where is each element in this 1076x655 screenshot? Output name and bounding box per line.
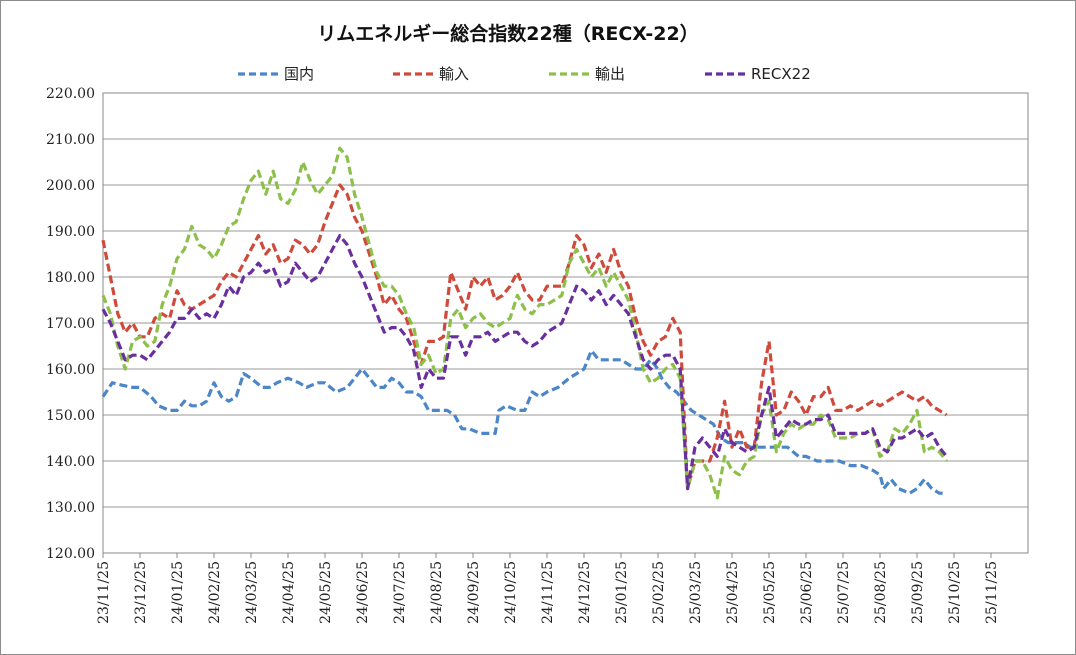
x-tick-label: 24/07/25 <box>392 561 408 624</box>
x-tick-label: 25/09/25 <box>910 561 926 624</box>
y-tick-label: 160.00 <box>46 362 95 378</box>
x-tick-label: 25/04/25 <box>725 561 741 624</box>
legend-label: 輸入 <box>439 65 469 83</box>
y-tick-label: 180.00 <box>46 270 95 286</box>
x-tick-label: 23/11/25 <box>96 561 112 624</box>
x-tick-label: 25/05/25 <box>762 561 778 624</box>
y-tick-label: 220.00 <box>46 86 95 102</box>
x-tick-label: 24/05/25 <box>318 561 334 624</box>
plot-area <box>102 92 1029 554</box>
x-tick-label: 25/06/25 <box>799 561 815 624</box>
x-tick-label: 24/03/25 <box>244 561 260 624</box>
x-tick-label: 24/02/25 <box>207 561 223 624</box>
legend-label: RECX22 <box>751 65 811 83</box>
x-tick-label: 25/03/25 <box>688 561 704 624</box>
y-tick-label: 170.00 <box>46 316 95 332</box>
x-tick-label: 25/02/25 <box>651 561 667 624</box>
series-group <box>101 146 948 500</box>
x-tick-label: 23/12/25 <box>133 561 149 624</box>
legend-label: 国内 <box>284 65 314 83</box>
y-tick-label: 190.00 <box>46 224 95 240</box>
x-tick-label: 25/08/25 <box>873 561 889 624</box>
y-tick-label: 130.00 <box>46 500 95 516</box>
legend: 国内 輸入 輸出 RECX22 <box>238 65 811 83</box>
y-tick-label: 120.00 <box>46 546 95 562</box>
x-axis: 23/11/25 23/12/25 24/01/25 24/02/25 24/03/25… <box>96 553 1000 624</box>
y-tick-label: 150.00 <box>46 408 95 424</box>
y-tick-label: 200.00 <box>46 178 95 194</box>
y-axis: 120.00 130.00 140.00 150.00 160.00 170.00 180.… <box>46 86 95 562</box>
series-line-3 <box>101 146 948 500</box>
x-tick-label: 25/10/25 <box>947 561 963 624</box>
series-line-4 <box>101 234 948 491</box>
series-line-2 <box>101 183 948 491</box>
chart-title: リムエネルギー総合指数22種（RECX-22） <box>317 22 698 45</box>
x-tick-label: 24/06/25 <box>355 561 371 624</box>
series-line-1 <box>101 349 947 495</box>
x-tick-label: 24/01/25 <box>170 561 186 624</box>
x-tick-label: 24/04/25 <box>281 561 297 624</box>
x-tick-label: 25/11/25 <box>984 561 1000 624</box>
x-tick-label: 24/12/25 <box>577 561 593 624</box>
y-tick-label: 140.00 <box>46 454 95 470</box>
x-tick-label: 25/07/25 <box>836 561 852 624</box>
x-tick-label: 24/10/25 <box>503 561 519 624</box>
x-tick-label: 25/01/25 <box>614 561 630 624</box>
x-tick-label: 24/09/25 <box>466 561 482 624</box>
y-tick-label: 210.00 <box>46 132 95 148</box>
x-tick-label: 24/08/25 <box>429 561 445 624</box>
legend-label: 輸出 <box>595 65 625 83</box>
x-tick-label: 24/11/25 <box>540 561 556 624</box>
